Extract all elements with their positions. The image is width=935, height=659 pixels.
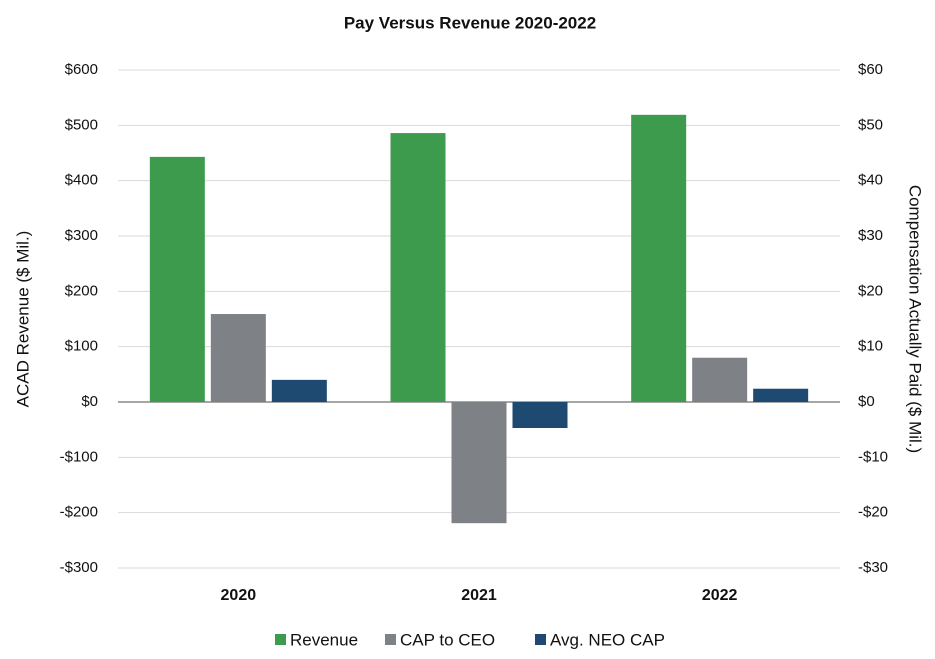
y-tick-label: $400 (65, 172, 98, 189)
bar (390, 133, 446, 402)
y2-tick-label: $20 (858, 282, 883, 299)
y2-tick-label: -$10 (858, 448, 888, 465)
legend-swatch (535, 634, 546, 645)
y2-tick-label: -$20 (858, 504, 888, 521)
y2-axis-title: Compensation Actually Paid ($ Mil.) (906, 185, 925, 453)
bar (631, 114, 687, 402)
y-tick-label: $200 (65, 282, 98, 299)
y-tick-label: -$200 (60, 504, 98, 521)
bar (692, 357, 748, 402)
y2-tick-label: $60 (858, 61, 883, 78)
x-tick-label: 2020 (221, 587, 257, 604)
bar (271, 379, 327, 402)
y-axis-title: ACAD Revenue ($ Mil.) (13, 231, 32, 408)
x-tick-label: 2022 (702, 587, 738, 604)
y2-tick-label: $10 (858, 338, 883, 355)
legend-label: CAP to CEO (400, 630, 495, 649)
bar (753, 388, 809, 402)
bar (512, 402, 568, 429)
x-tick-label: 2021 (461, 587, 497, 604)
y2-tick-label: $40 (858, 172, 883, 189)
y-tick-label: $0 (81, 393, 98, 410)
legend-label: Revenue (290, 630, 358, 649)
bar (149, 156, 205, 402)
bar (210, 314, 266, 402)
y-tick-label: -$300 (60, 559, 98, 576)
legend-swatch (385, 634, 396, 645)
y2-tick-label: $30 (858, 227, 883, 244)
y-tick-label: $500 (65, 116, 98, 133)
bar (451, 402, 507, 524)
chart-title: Pay Versus Revenue 2020-2022 (344, 13, 596, 32)
y-tick-label: -$100 (60, 448, 98, 465)
y-tick-label: $600 (65, 61, 98, 78)
legend-swatch (275, 634, 286, 645)
legend-label: Avg. NEO CAP (550, 630, 665, 649)
y2-tick-label: $50 (858, 116, 883, 133)
y-tick-label: $300 (65, 227, 98, 244)
y2-tick-label: -$30 (858, 559, 888, 576)
y2-tick-label: $0 (858, 393, 875, 410)
y-tick-label: $100 (65, 338, 98, 355)
